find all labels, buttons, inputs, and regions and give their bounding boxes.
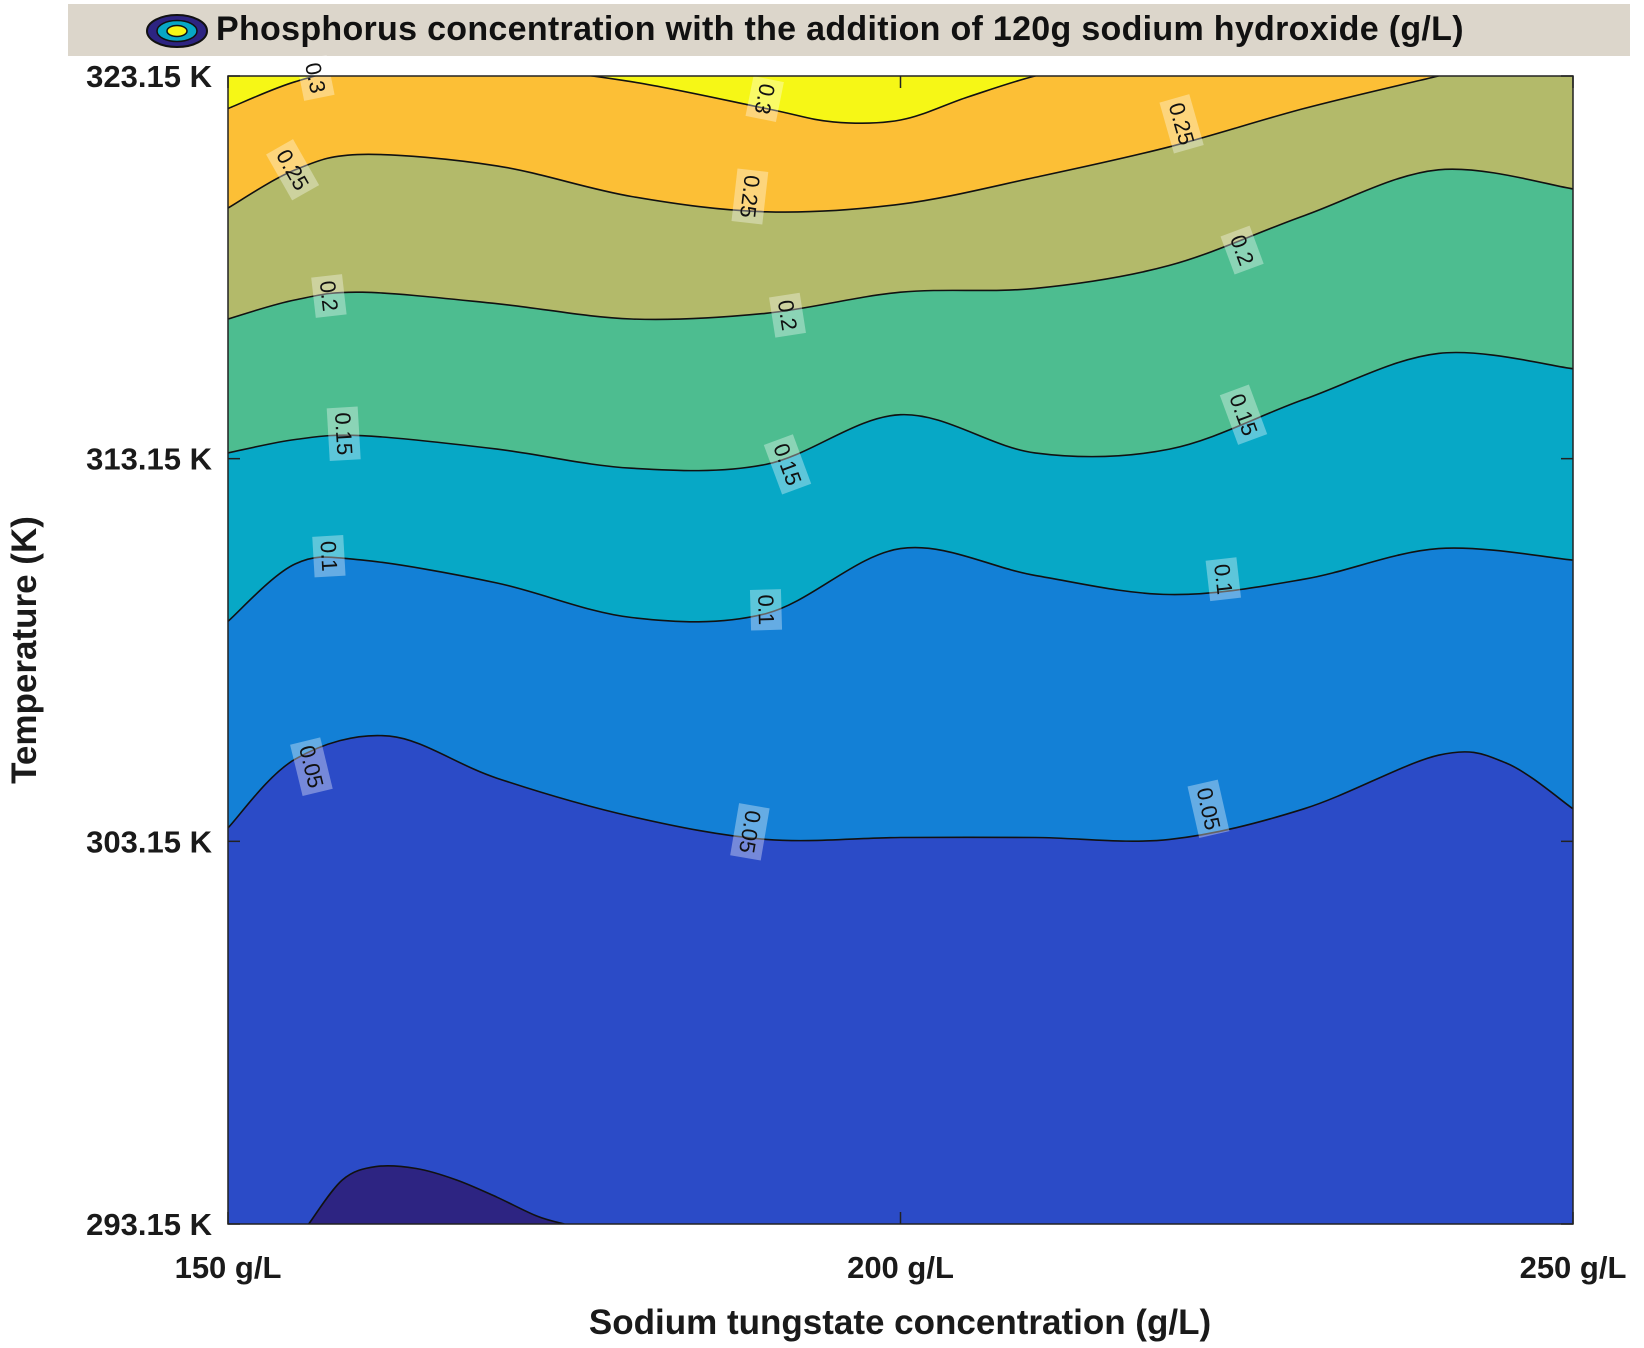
y-tick-label: 303.15 K (86, 824, 212, 859)
x-tick-label: 200 g/L (847, 1250, 954, 1285)
contour-line-0.1 (228, 546, 1573, 623)
x-axis-title: Sodium tungstate concentration (g/L) (589, 1303, 1211, 1342)
contour-label-gap (266, 139, 320, 201)
contour-label-gap (769, 292, 806, 338)
contour-label-gap (312, 535, 346, 578)
x-tick-label: 250 g/L (1520, 1250, 1627, 1285)
y-tick-label: 293.15 K (86, 1207, 212, 1242)
contour-label-gap (1205, 557, 1241, 602)
title-bar (68, 4, 1630, 56)
contour-label-gap (1187, 779, 1230, 838)
y-axis-title: Temperature (K) (5, 516, 44, 784)
contour-label-gap (763, 434, 812, 495)
contour-label-gap (311, 274, 347, 318)
contour-label-gap (326, 406, 361, 462)
contour-label: 0.3 (749, 82, 780, 117)
contour-plot-icon (146, 14, 208, 48)
contour-label-gap (731, 168, 769, 225)
contour-label-gap (749, 589, 783, 631)
contour-line-0.15 (228, 351, 1573, 472)
band-above-0.25 (228, 76, 1439, 213)
contour-label-gap (1219, 384, 1268, 445)
contour-line-0.3 (228, 76, 1039, 125)
contour-label: 0.1 (1209, 563, 1237, 596)
contour-level-labels: 0.050.05 0.050.10.10.10.150.150.150.20.20… (266, 54, 1268, 861)
band-above-0.3 (228, 76, 1035, 124)
contour-label-gap (1159, 94, 1204, 154)
contour-label-gap (296, 54, 335, 101)
contour-label: 0.2 (315, 279, 343, 312)
contour-line-0.2 (228, 168, 1573, 321)
contour-label-gap (730, 803, 770, 861)
contour-label-gap (745, 76, 784, 122)
contour-label: 0.25 (735, 174, 765, 219)
y-tick-label: 313.15 K (86, 442, 212, 477)
contour-label-gap (290, 737, 333, 797)
contour-label: 0.3 (300, 60, 331, 95)
x-axis: 150 g/L 200 g/L 250 g/L (175, 76, 1627, 1285)
chart-title: Phosphorus concentration with the additi… (216, 10, 1464, 48)
y-axis: 293.15 K 303.15 K 313.15 K 323.15 K (86, 59, 1573, 1242)
contour-label: 0.1 (316, 540, 343, 572)
band-minimum-region (308, 1165, 565, 1224)
x-tick-label: 150 g/L (175, 1250, 282, 1285)
y-tick-label: 323.15 K (86, 59, 212, 94)
contour-line-0.25 (228, 76, 1439, 213)
contour-label: 0.1 (753, 594, 779, 625)
contour-line-minimum (308, 1164, 565, 1224)
contour-lines (228, 76, 1573, 1224)
contour-label-gap (1220, 225, 1264, 275)
contour-label: 0.2 (773, 298, 802, 332)
contour-fill-bands (228, 76, 1573, 1224)
contour-line-0.05 (228, 734, 1573, 842)
contour-label: 0.15 (330, 412, 357, 456)
